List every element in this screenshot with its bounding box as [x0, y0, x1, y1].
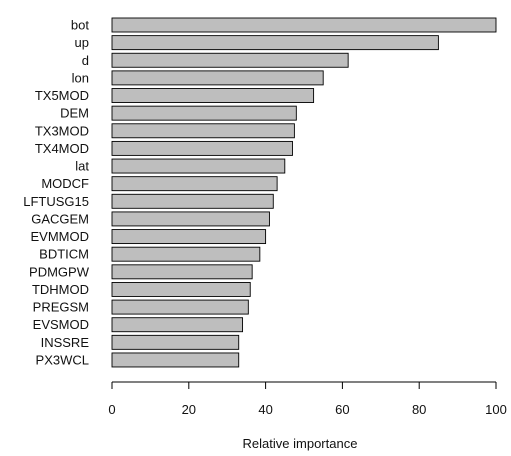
category-label-evsmod: EVSMOD [33, 317, 89, 332]
category-label-tdhmod: TDHMOD [32, 282, 89, 297]
bar-lon [111, 70, 324, 86]
category-label-lon: lon [72, 70, 89, 85]
bar-tx4mod [111, 140, 293, 156]
category-label-dem: DEM [60, 106, 89, 121]
bar-tx3mod [111, 123, 295, 139]
x-tick-label-20: 20 [182, 402, 196, 417]
category-label-tx4mod: TX4MOD [35, 141, 89, 156]
bar-pdmgpw [111, 264, 253, 280]
category-label-lat: lat [75, 159, 89, 174]
bar-evsmod [111, 317, 244, 333]
category-label-d: d [82, 53, 89, 68]
category-label-inssre: INSSRE [41, 335, 90, 350]
bar-evmmod [111, 229, 267, 245]
category-labels: bot up d lon TX5MOD DEM TX3MOD TX4MOD lat MODCF LF… [23, 18, 89, 368]
x-tick-label-40: 40 [258, 402, 272, 417]
bar-lat [111, 158, 286, 174]
x-tick-label-80: 80 [412, 402, 426, 417]
bar-tx5mod [111, 88, 315, 103]
category-label-pdmgpw: PDMGPW [29, 264, 90, 279]
bar-lftusg15 [111, 193, 274, 209]
bar-dem [111, 105, 297, 121]
bars-group [111, 17, 497, 368]
x-axis-title: Relative importance [243, 436, 358, 451]
bar-gacgem [111, 211, 270, 227]
bar-bot [111, 17, 497, 33]
category-label-bot: bot [71, 18, 89, 33]
category-label-up: up [75, 35, 89, 50]
x-tick-label-0: 0 [108, 402, 115, 417]
x-axis-ticks: 0 20 40 60 80 100 [108, 382, 507, 417]
bar-px3wcl [111, 352, 240, 368]
bar-inssre [111, 334, 240, 350]
category-label-modcf: MODCF [41, 176, 89, 191]
bar-tdhmod [111, 282, 251, 297]
bar-modcf [111, 176, 278, 192]
bar-pregsm [111, 299, 249, 315]
category-label-bdticm: BDTICM [39, 247, 89, 262]
category-label-tx5mod: TX5MOD [35, 88, 89, 103]
bar-bdticm [111, 246, 261, 262]
bar-up [111, 35, 439, 51]
bar-d [111, 52, 349, 68]
x-tick-label-60: 60 [335, 402, 349, 417]
x-tick-label-100: 100 [485, 402, 507, 417]
category-label-lftusg15: LFTUSG15 [23, 194, 89, 209]
category-label-pregsm: PREGSM [33, 300, 89, 315]
category-label-px3wcl: PX3WCL [36, 352, 89, 367]
category-label-tx3mod: TX3MOD [35, 123, 89, 138]
category-label-evmmod: EVMMOD [31, 229, 90, 244]
category-label-gacgem: GACGEM [31, 211, 89, 226]
